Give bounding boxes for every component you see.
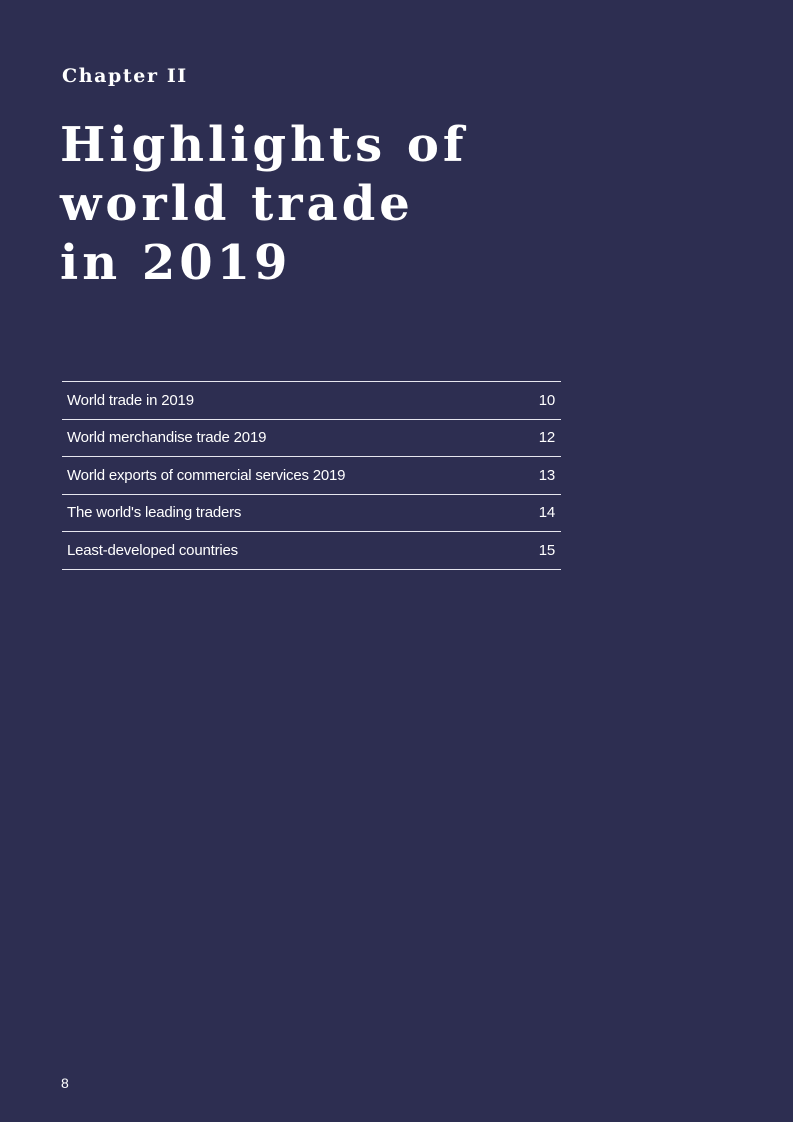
toc-entry-title: Least-developed countries	[67, 541, 238, 559]
toc-entry[interactable]: World exports of commercial services 201…	[62, 457, 561, 495]
toc-entry-title: World merchandise trade 2019	[67, 429, 267, 447]
toc-entry[interactable]: World trade in 2019 10	[62, 382, 561, 420]
toc-entry[interactable]: The world's leading traders 14	[62, 495, 561, 532]
chapter-title-line: Highlights of	[60, 117, 468, 173]
toc-entry[interactable]: World merchandise trade 2019 12	[62, 420, 561, 457]
table-of-contents: World trade in 2019 10 World merchandise…	[62, 381, 561, 570]
page-number: 8	[61, 1075, 69, 1091]
toc-entry-page: 10	[538, 391, 556, 409]
toc-entry-page: 13	[538, 466, 556, 484]
toc-entry-title: The world's leading traders	[67, 504, 242, 522]
toc-entry-title: World trade in 2019	[67, 391, 194, 409]
chapter-title-line: in 2019	[60, 235, 292, 291]
chapter-title-line: world trade	[60, 176, 414, 232]
toc-entry-page: 12	[538, 429, 556, 447]
chapter-label: Chapter II	[62, 65, 188, 87]
toc-entry-page: 14	[538, 504, 556, 522]
chapter-title: Highlights of world trade in 2019	[60, 116, 580, 293]
toc-entry[interactable]: Least-developed countries 15	[62, 532, 561, 570]
toc-entry-page: 15	[538, 541, 556, 559]
toc-entry-title: World exports of commercial services 201…	[67, 466, 346, 484]
